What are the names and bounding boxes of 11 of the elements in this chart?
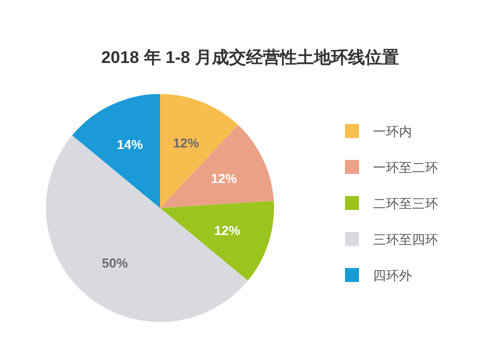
legend-label: 四环外 <box>373 268 412 283</box>
data-label: 12% <box>173 135 200 150</box>
legend-label: 一环内 <box>373 124 412 139</box>
legend-label: 三环至四环 <box>373 232 438 247</box>
data-label: 50% <box>102 255 128 270</box>
legend-label: 一环至二环 <box>373 160 438 175</box>
data-label: 12% <box>214 222 241 238</box>
chart-title: 2018 年 1-8 月成交经营性土地环线位置 <box>101 48 399 67</box>
data-label: 12% <box>210 170 238 186</box>
data-label: 14% <box>116 137 144 152</box>
legend-label: 二环至三环 <box>373 196 438 211</box>
